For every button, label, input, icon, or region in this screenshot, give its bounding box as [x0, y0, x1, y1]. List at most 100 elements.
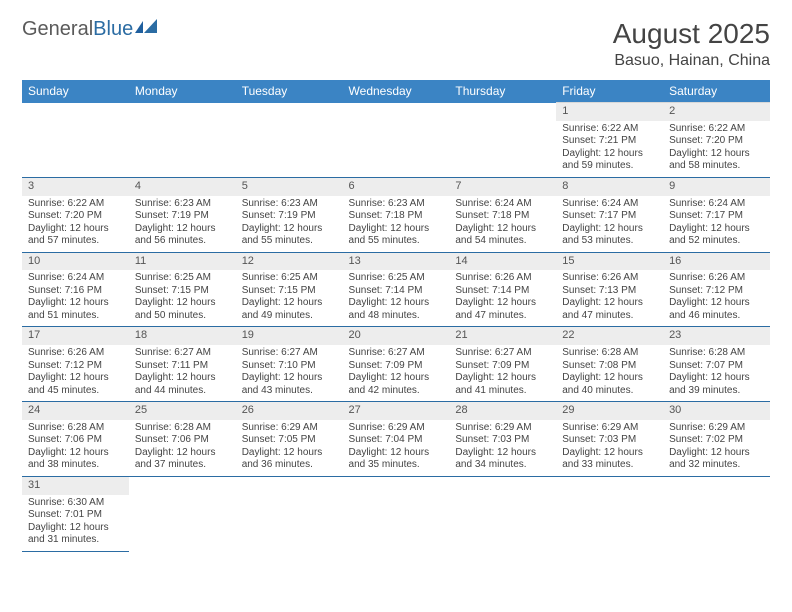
- daylight-text-1: Daylight: 12 hours: [349, 297, 444, 310]
- day-content-cell: Sunrise: 6:25 AMSunset: 7:15 PMDaylight:…: [236, 270, 343, 327]
- calendar-table: Sunday Monday Tuesday Wednesday Thursday…: [22, 80, 770, 552]
- sunset-text: Sunset: 7:10 PM: [242, 360, 337, 373]
- sunrise-text: Sunrise: 6:25 AM: [349, 272, 444, 285]
- daylight-text-2: and 39 minutes.: [669, 385, 764, 398]
- weekday-header-row: Sunday Monday Tuesday Wednesday Thursday…: [22, 80, 770, 103]
- weekday-header: Monday: [129, 80, 236, 103]
- day-number-cell: 30: [663, 402, 770, 420]
- day-content-cell: Sunrise: 6:22 AMSunset: 7:20 PMDaylight:…: [663, 121, 770, 178]
- daylight-text-2: and 45 minutes.: [28, 385, 123, 398]
- day-content-row: Sunrise: 6:22 AMSunset: 7:20 PM Daylight:…: [22, 196, 770, 253]
- daylight-text-2: and 40 minutes.: [562, 385, 657, 398]
- sunset-text: Sunset: 7:11 PM: [135, 360, 230, 373]
- day-number-cell: [22, 103, 129, 121]
- day-number-cell: 9: [663, 177, 770, 195]
- sunset-text: Sunset: 7:07 PM: [669, 360, 764, 373]
- daylight-text-1: Daylight: 12 hours: [669, 223, 764, 236]
- day-content-cell: Sunrise: 6:26 AMSunset: 7:12 PMDaylight:…: [663, 270, 770, 327]
- day-number-cell: 24: [22, 402, 129, 420]
- daylight-text-1: Daylight: 12 hours: [349, 447, 444, 460]
- daylight-text-1: Daylight: 12 hours: [562, 447, 657, 460]
- day-number-cell: [663, 476, 770, 494]
- day-number-row: 24252627282930: [22, 402, 770, 420]
- daylight-text-1: Daylight: 12 hours: [135, 223, 230, 236]
- day-content-cell: [129, 495, 236, 552]
- daylight-text-1: Daylight: 12 hours: [669, 297, 764, 310]
- sunset-text: Sunset: 7:12 PM: [28, 360, 123, 373]
- logo-text-blue: Blue: [93, 18, 133, 41]
- sunrise-text: Sunrise: 6:22 AM: [669, 123, 764, 136]
- sunset-text: Sunset: 7:17 PM: [562, 210, 657, 223]
- day-content-cell: Sunrise: 6:29 AMSunset: 7:02 PMDaylight:…: [663, 420, 770, 477]
- daylight-text-2: and 35 minutes.: [349, 459, 444, 472]
- sunset-text: Sunset: 7:04 PM: [349, 434, 444, 447]
- sunrise-text: Sunrise: 6:26 AM: [455, 272, 550, 285]
- day-number-cell: [129, 476, 236, 494]
- day-content-cell: [449, 495, 556, 552]
- sunrise-text: Sunrise: 6:28 AM: [669, 347, 764, 360]
- sunset-text: Sunset: 7:02 PM: [669, 434, 764, 447]
- daylight-text-1: Daylight: 12 hours: [455, 372, 550, 385]
- page-header: GeneralBlue August 2025 Basuo, Hainan, C…: [22, 18, 770, 70]
- sunrise-text: Sunrise: 6:27 AM: [349, 347, 444, 360]
- daylight-text-1: Daylight: 12 hours: [242, 447, 337, 460]
- day-number-cell: [449, 103, 556, 121]
- day-number-cell: 18: [129, 327, 236, 345]
- sunrise-text: Sunrise: 6:22 AM: [28, 198, 123, 211]
- day-content-cell: [22, 121, 129, 178]
- daylight-text-1: Daylight: 12 hours: [135, 372, 230, 385]
- sunrise-text: Sunrise: 6:27 AM: [455, 347, 550, 360]
- sunrise-text: Sunrise: 6:26 AM: [28, 347, 123, 360]
- day-content-row: Sunrise: 6:22 AMSunset: 7:21 PMDaylight:…: [22, 121, 770, 178]
- day-number-cell: [129, 103, 236, 121]
- day-content-cell: Sunrise: 6:24 AMSunset: 7:17 PMDaylight:…: [556, 196, 663, 253]
- day-number-cell: 27: [343, 402, 450, 420]
- daylight-text-2: and 33 minutes.: [562, 459, 657, 472]
- day-number-cell: 28: [449, 402, 556, 420]
- day-number-cell: 21: [449, 327, 556, 345]
- daylight-text-2: and 54 minutes.: [455, 235, 550, 248]
- sunset-text: Sunset: 7:09 PM: [349, 360, 444, 373]
- sunrise-text: Sunrise: 6:28 AM: [135, 422, 230, 435]
- weekday-header: Tuesday: [236, 80, 343, 103]
- sunset-text: Sunset: 7:01 PM: [28, 509, 123, 522]
- daylight-text-2: and 36 minutes.: [242, 459, 337, 472]
- sunset-text: Sunset: 7:06 PM: [135, 434, 230, 447]
- sunrise-text: Sunrise: 6:26 AM: [669, 272, 764, 285]
- sunset-text: Sunset: 7:05 PM: [242, 434, 337, 447]
- sunrise-text: Sunrise: 6:24 AM: [562, 198, 657, 211]
- daylight-text-1: Daylight: 12 hours: [669, 148, 764, 161]
- sunrise-text: Sunrise: 6:28 AM: [562, 347, 657, 360]
- daylight-text-2: and 31 minutes.: [28, 534, 123, 547]
- calendar-body: 12Sunrise: 6:22 AMSunset: 7:21 PMDayligh…: [22, 103, 770, 552]
- day-content-cell: Sunrise: 6:22 AMSunset: 7:21 PMDaylight:…: [556, 121, 663, 178]
- daylight-text-1: Daylight: 12 hours: [135, 447, 230, 460]
- sunset-text: Sunset: 7:19 PM: [242, 210, 337, 223]
- daylight-text-1: Daylight: 12 hours: [562, 223, 657, 236]
- day-content-cell: [343, 495, 450, 552]
- daylight-text-2: and 47 minutes.: [455, 310, 550, 323]
- daylight-text-2: and 52 minutes.: [669, 235, 764, 248]
- sunset-text: Sunset: 7:18 PM: [455, 210, 550, 223]
- day-content-cell: Sunrise: 6:29 AMSunset: 7:03 PMDaylight:…: [556, 420, 663, 477]
- daylight-text-1: Daylight: 12 hours: [135, 297, 230, 310]
- day-content-cell: Sunrise: 6:24 AMSunset: 7:17 PMDaylight:…: [663, 196, 770, 253]
- daylight-text-1: Daylight: 12 hours: [242, 297, 337, 310]
- day-number-cell: 17: [22, 327, 129, 345]
- sunset-text: Sunset: 7:09 PM: [455, 360, 550, 373]
- day-content-cell: [236, 121, 343, 178]
- day-content-cell: Sunrise: 6:26 AMSunset: 7:13 PMDaylight:…: [556, 270, 663, 327]
- month-title: August 2025: [613, 18, 770, 50]
- logo-flag-icon: [135, 18, 161, 41]
- day-content-cell: Sunrise: 6:22 AMSunset: 7:20 PMDaylight:…: [22, 196, 129, 253]
- day-content-cell: Sunrise: 6:28 AMSunset: 7:07 PMDaylight:…: [663, 345, 770, 402]
- day-number-cell: 1: [556, 103, 663, 121]
- day-number-cell: 23: [663, 327, 770, 345]
- sunset-text: Sunset: 7:20 PM: [28, 210, 123, 223]
- day-content-cell: Sunrise: 6:30 AMSunset: 7:01 PMDaylight:…: [22, 495, 129, 552]
- daylight-text-1: Daylight: 12 hours: [28, 372, 123, 385]
- daylight-text-2: and 58 minutes.: [669, 160, 764, 173]
- daylight-text-2: and 42 minutes.: [349, 385, 444, 398]
- daylight-text-1: Daylight: 12 hours: [455, 297, 550, 310]
- sunrise-text: Sunrise: 6:25 AM: [242, 272, 337, 285]
